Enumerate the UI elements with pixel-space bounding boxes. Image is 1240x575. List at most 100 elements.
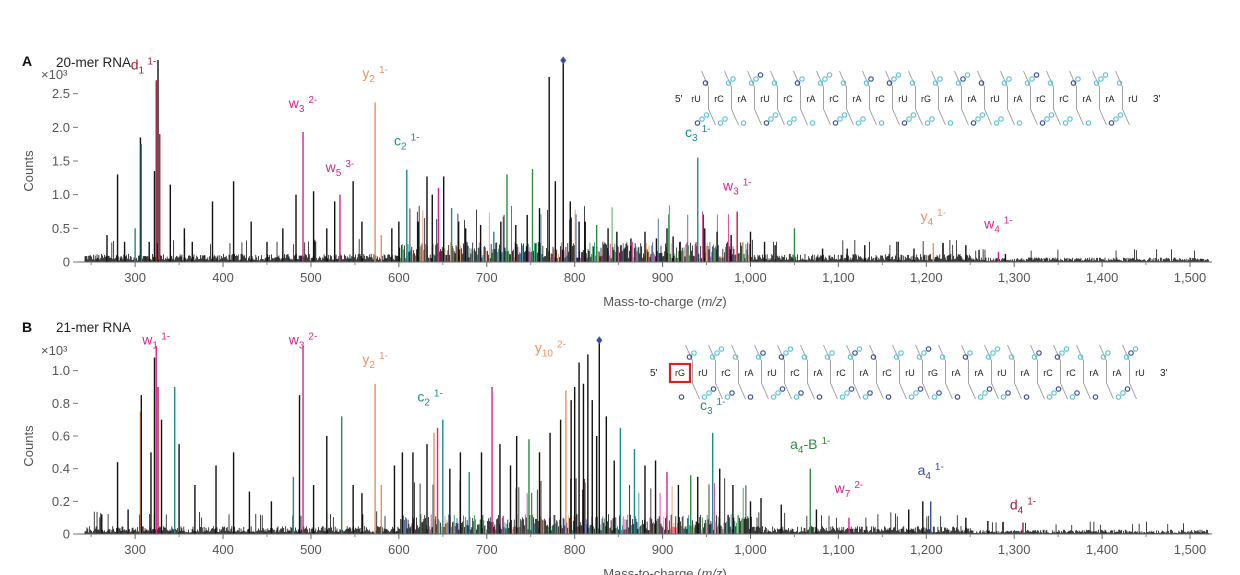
fragment-marker <box>936 390 942 396</box>
nucleotide-label: rA <box>1021 368 1030 378</box>
cleavage-bracket <box>984 344 999 400</box>
nucleotide-label: rC <box>829 94 839 104</box>
x-tick-label: 600 <box>388 542 410 557</box>
x-tick-label: 800 <box>564 542 586 557</box>
fragment-marker <box>799 76 805 82</box>
x-tick-label: 1,200 <box>910 270 943 285</box>
fragment-marker <box>722 116 728 122</box>
fragment-marker <box>901 120 908 126</box>
cleavage-bracket <box>846 344 861 400</box>
x-tick-label: 700 <box>476 542 498 557</box>
fragment-marker <box>955 80 962 86</box>
fragment-marker <box>1001 80 1008 86</box>
ion-label: w72- <box>834 480 864 500</box>
cleavage-bracket <box>862 70 877 126</box>
nucleotide-label: rA <box>860 368 869 378</box>
fragment-marker <box>787 346 794 352</box>
cleavage-bracket <box>1000 70 1015 126</box>
ion-label: w32- <box>288 332 318 352</box>
fragment-marker <box>1075 76 1081 82</box>
fragment-marker <box>763 120 770 126</box>
fragment-marker <box>870 354 877 360</box>
y-multiplier: ×10³ <box>41 67 68 82</box>
fragment-marker <box>863 80 870 86</box>
fragment-marker <box>755 354 762 360</box>
fragment-marker <box>706 390 712 396</box>
fragment-marker <box>924 120 931 126</box>
nucleotide-label: rC <box>1059 94 1069 104</box>
x-tick-label: 1,000 <box>734 270 767 285</box>
fragment-marker <box>709 354 716 360</box>
nucleotide-label: rU <box>990 94 1000 104</box>
fragment-marker <box>840 80 847 86</box>
fragment-marker <box>1063 346 1070 352</box>
nucleotide-label: rU <box>691 94 701 104</box>
fragment-marker <box>747 394 754 400</box>
fragment-marker <box>725 80 732 86</box>
fragment-marker <box>932 80 939 86</box>
fragment-marker <box>1000 394 1007 400</box>
fragment-marker <box>1054 354 1061 360</box>
cleavage-bracket <box>823 344 838 400</box>
cleavage-bracket <box>731 344 746 400</box>
ion-label: d41- <box>1010 497 1036 517</box>
fragment-marker <box>970 120 977 126</box>
fragment-marker <box>860 116 866 122</box>
fragment-marker <box>786 120 793 126</box>
fragment-marker <box>1074 390 1080 396</box>
fragment-marker <box>975 116 981 122</box>
cleavage-bracket <box>816 70 831 126</box>
fragment-marker <box>760 350 766 356</box>
fragment-marker <box>702 80 709 86</box>
fragment-marker <box>816 394 823 400</box>
cleavage-bracket <box>977 70 992 126</box>
y-tick-label: 0 <box>63 527 70 542</box>
nucleotide-label: rC <box>714 94 724 104</box>
fragment-marker <box>753 76 759 82</box>
fragment-marker <box>1115 394 1122 400</box>
fragment-marker <box>691 350 697 356</box>
fragment-marker <box>844 390 850 396</box>
fragment-marker <box>921 350 927 356</box>
fragment-marker <box>794 80 801 86</box>
fragment-marker <box>1047 80 1054 86</box>
x-tick-label: 400 <box>212 270 234 285</box>
nucleotide-label: rC <box>836 368 846 378</box>
nucleotide-label: rG <box>921 94 931 104</box>
nucleotide-label: rU <box>760 94 770 104</box>
fragment-marker <box>783 350 789 356</box>
fragment-marker <box>678 394 685 400</box>
fragment-marker <box>798 390 804 396</box>
sequence-diagram: 5' rG rU rC rA rU rC rA rC rA rC rU rG rA rA rU rA rC rC rA… <box>650 344 1168 400</box>
ion-label: w31- <box>722 178 752 198</box>
fragment-marker <box>1059 350 1065 356</box>
cleavage-bracket <box>770 70 785 126</box>
nucleotide-label: rA <box>1014 94 1023 104</box>
nucleotide-label: rC <box>783 94 793 104</box>
fragment-marker <box>748 80 755 86</box>
fragment-marker <box>768 116 774 122</box>
peaks <box>106 56 1007 262</box>
nucleotide-label: rC <box>1066 368 1076 378</box>
fragment-marker <box>1048 112 1055 118</box>
fragment-marker <box>1117 112 1124 118</box>
fragment-marker <box>824 354 831 360</box>
cleavage-bracket <box>1023 70 1038 126</box>
y-tick-label: 0.8 <box>52 396 70 411</box>
x-tick-label: 300 <box>124 270 146 285</box>
y-tick-label: 0.4 <box>52 461 70 476</box>
nucleotide-label: rA <box>968 94 977 104</box>
fragment-marker <box>895 72 902 78</box>
five-prime-label: 5' <box>650 368 658 379</box>
precursor-marker <box>560 56 567 65</box>
fragment-marker <box>1098 76 1104 82</box>
x-tick-label: 1,100 <box>822 542 855 557</box>
fragment-marker <box>1132 346 1139 352</box>
fragment-marker <box>848 386 855 392</box>
fragment-marker <box>856 346 863 352</box>
y-tick-label: 1.5 <box>52 154 70 169</box>
panel-title: 20-mer RNA <box>56 55 131 70</box>
fragment-marker <box>917 386 924 392</box>
fragment-marker <box>1128 350 1134 356</box>
fragment-marker <box>732 354 739 360</box>
